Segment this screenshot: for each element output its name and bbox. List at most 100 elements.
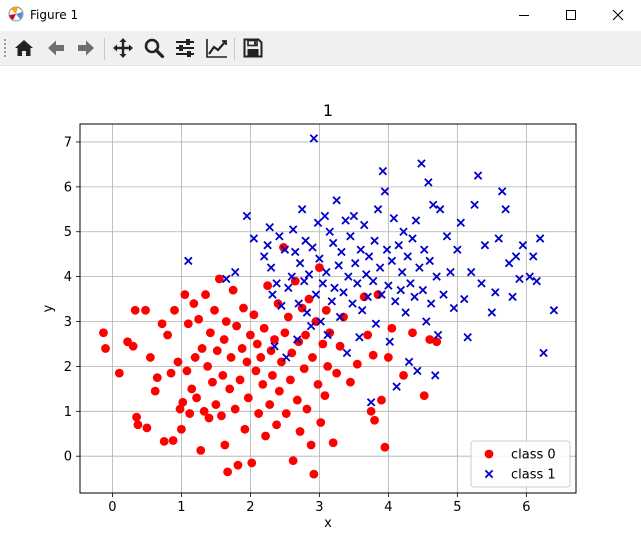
class-1-point xyxy=(282,353,291,362)
class-1-point xyxy=(332,196,341,205)
navigation-toolbar xyxy=(0,31,641,66)
class-0-point xyxy=(313,379,323,389)
class-0-point xyxy=(233,460,243,470)
class-1-point xyxy=(184,256,193,266)
class-1-point xyxy=(480,240,490,250)
subplots-button[interactable] xyxy=(172,35,198,61)
minimize-button[interactable] xyxy=(501,0,547,31)
class-1-point xyxy=(460,294,469,304)
class-1-point xyxy=(415,263,424,272)
class-1-point xyxy=(359,220,369,230)
class-1-point xyxy=(382,245,392,254)
maximize-button[interactable] xyxy=(548,0,594,31)
chart-title: 1 xyxy=(323,101,333,120)
class-0-point xyxy=(101,344,110,353)
save-button[interactable] xyxy=(240,35,266,61)
matplotlib-app-icon xyxy=(8,6,24,22)
class-1-point xyxy=(290,247,300,257)
class-0-point xyxy=(228,285,238,295)
class-1-point xyxy=(325,227,334,236)
legend-marker-1 xyxy=(484,469,494,479)
class-1-point xyxy=(449,303,459,313)
close-button[interactable] xyxy=(595,0,641,31)
class-0-point xyxy=(306,440,316,450)
class-0-point xyxy=(425,335,435,344)
class-1-point xyxy=(322,267,331,277)
class-0-point xyxy=(211,400,221,409)
class-0-point xyxy=(252,339,262,349)
class-0-point xyxy=(274,386,284,396)
y-tick-label: 5 xyxy=(64,225,72,240)
class-1-point xyxy=(353,279,362,288)
class-0-point xyxy=(323,362,333,371)
class-1-point xyxy=(295,258,305,268)
class-0-point xyxy=(316,418,326,427)
class-1-point xyxy=(497,187,507,196)
class-0-point xyxy=(320,391,330,400)
class-1-point xyxy=(401,308,410,317)
class-0-point xyxy=(132,412,141,422)
class-1-point xyxy=(304,270,314,279)
class-0-point xyxy=(173,357,183,367)
figure-canvas[interactable]: 0 1 2 3 4 5 6 0 1 2 3 4 5 6 7 1 x y class 0 class 1 xyxy=(0,67,641,545)
class-1-point xyxy=(344,272,353,281)
class-0-point xyxy=(321,305,331,315)
class-0-point xyxy=(258,379,268,389)
class-1-point xyxy=(277,301,286,311)
toolbar-grip-icon xyxy=(4,39,6,57)
class-0-point xyxy=(366,406,376,416)
x-tick-label: 1 xyxy=(177,500,185,515)
class-0-point xyxy=(185,409,195,418)
class-0-point xyxy=(380,442,390,452)
back-button[interactable] xyxy=(43,35,69,61)
y-tick-label: 4 xyxy=(64,270,72,285)
class-1-point xyxy=(408,234,417,243)
class-1-point xyxy=(266,263,276,272)
class-1-point xyxy=(501,205,510,214)
class-0-point xyxy=(180,290,190,299)
class-0-point xyxy=(268,370,277,380)
edit-axis-button[interactable] xyxy=(203,35,229,61)
class-1-point xyxy=(357,306,367,315)
class-1-point xyxy=(363,292,372,302)
class-1-point xyxy=(432,272,441,281)
class-1-point xyxy=(528,252,538,261)
legend: class 0 class 1 xyxy=(470,440,571,488)
x-tick-label: 6 xyxy=(522,500,530,515)
class-1-point xyxy=(280,245,290,254)
class-1-point xyxy=(411,216,421,225)
window-titlebar: Figure 1 xyxy=(0,0,641,31)
class-0-point xyxy=(208,377,217,387)
class-0-point xyxy=(142,423,152,433)
class-0-point xyxy=(335,341,345,351)
class-1-point xyxy=(288,225,298,234)
class-1-point xyxy=(371,319,381,328)
class-0-point xyxy=(419,391,429,400)
class-0-point xyxy=(221,317,231,326)
class-1-point xyxy=(463,332,472,342)
scatter-plot: 0 1 2 3 4 5 6 0 1 2 3 4 5 6 7 1 x y class 0 class 1 xyxy=(41,101,577,531)
forward-button[interactable] xyxy=(73,35,99,61)
class-1-point xyxy=(389,214,399,223)
class-1-point xyxy=(391,297,400,306)
series-0 xyxy=(99,243,442,479)
class-0-point xyxy=(383,353,393,362)
zoom-button[interactable] xyxy=(141,35,167,61)
class-0-point xyxy=(308,353,317,362)
y-axis-label: y xyxy=(41,304,56,312)
class-1-point xyxy=(337,247,346,257)
maximize-icon xyxy=(566,10,576,20)
class-1-point xyxy=(306,321,316,331)
class-0-point xyxy=(232,321,241,331)
home-icon xyxy=(15,40,33,56)
class-1-point xyxy=(504,258,514,268)
home-button[interactable] xyxy=(11,35,37,61)
class-1-point xyxy=(315,254,324,263)
class-0-point xyxy=(249,310,259,320)
x-tick-label: 0 xyxy=(108,500,116,515)
minimize-icon xyxy=(519,15,529,16)
pan-button[interactable] xyxy=(110,35,136,61)
class-0-point xyxy=(163,330,173,340)
class-1-point xyxy=(424,178,433,187)
class-1-point xyxy=(270,341,279,351)
